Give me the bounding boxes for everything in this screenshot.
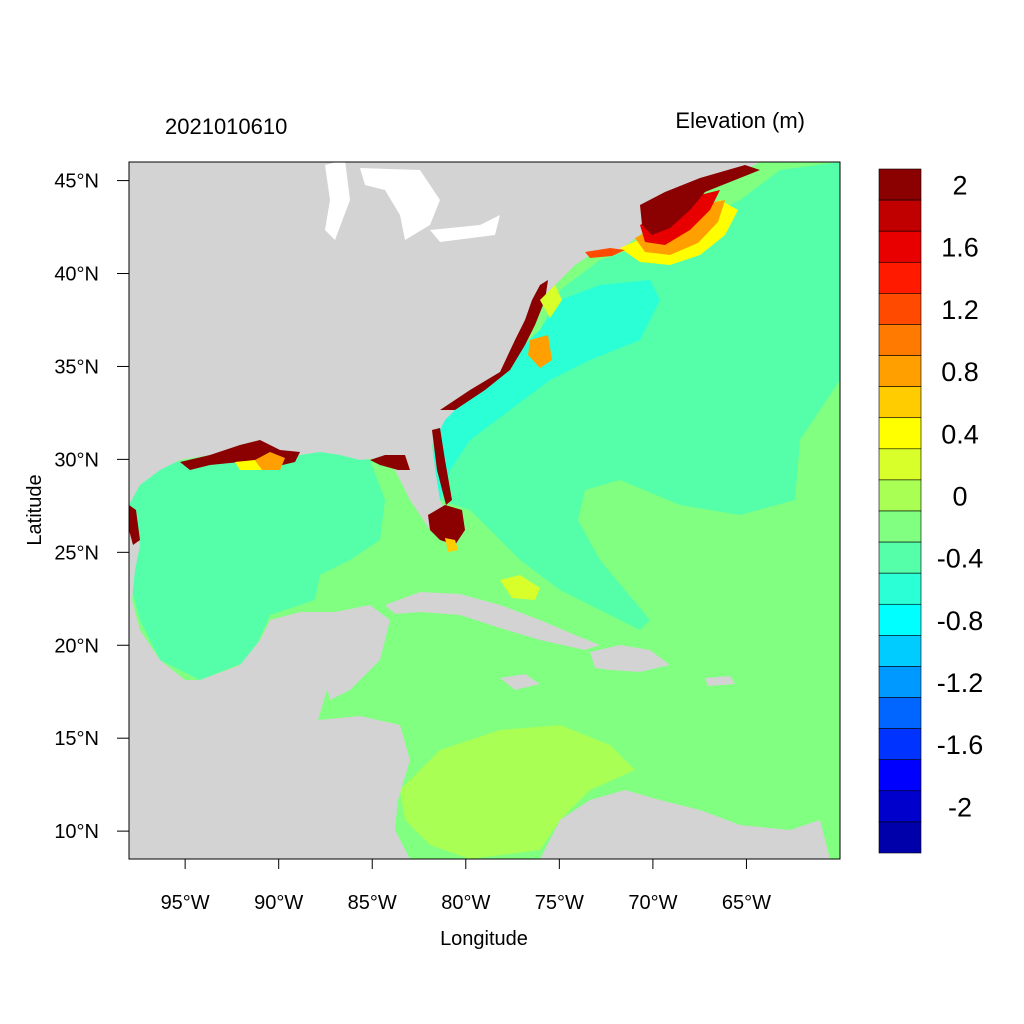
field-title: Elevation (m) <box>675 108 805 133</box>
colorbar-swatch <box>878 355 922 387</box>
y-tick-label: 35°N <box>54 356 99 378</box>
ocean-zone-negative-atlantic <box>420 162 840 630</box>
x-tick-label: 75°W <box>535 892 584 914</box>
land-cuba <box>385 592 600 650</box>
x-tick-label: 95°W <box>161 892 210 914</box>
y-tick-label: 40°N <box>54 264 99 286</box>
colorbar-label: 2 <box>952 171 967 201</box>
plot-frame <box>128 161 841 860</box>
colorbar-swatch <box>878 697 922 729</box>
land-puerto-rico <box>705 676 735 686</box>
surge-louisiana-yellow <box>235 460 262 470</box>
colorbar-swatch <box>878 199 922 232</box>
colorbar-swatch <box>878 541 922 574</box>
surge-delmarva-yellow <box>540 285 562 318</box>
land-mexico-central-america <box>129 505 410 859</box>
colorbar-swatch <box>878 666 922 698</box>
y-tick-label: 30°N <box>54 449 99 471</box>
colorbar-swatch <box>878 479 922 512</box>
colorbar-swatch <box>878 386 922 419</box>
land-hispaniola <box>590 645 670 672</box>
timestamp-title: 2021010610 <box>165 114 287 139</box>
y-tick-label: 10°N <box>54 821 99 843</box>
colorbar-swatch <box>878 790 922 823</box>
colorbar: 2 1.6 1.2 0.8 0.4 0 -0.4 -0.8 -1.2 -1.6 -2 <box>878 168 984 854</box>
surge-florida-yellow <box>445 538 458 552</box>
colorbar-label: -2 <box>948 792 972 822</box>
colorbar-swatch <box>878 635 922 667</box>
colorbar-swatch <box>878 510 922 543</box>
y-tick-label: 25°N <box>54 542 99 564</box>
surge-carolinas <box>440 280 548 410</box>
x-tick-label: 85°W <box>348 892 397 914</box>
y-axis: 45°N 40°N 35°N 30°N 25°N 20°N 15°N 10°N <box>54 171 129 843</box>
colorbar-swatch <box>878 324 922 356</box>
y-tick-label: 45°N <box>54 171 99 193</box>
colorbar-label: 0.4 <box>941 419 979 449</box>
colorbar-swatch <box>878 603 922 636</box>
colorbar-swatch <box>878 759 922 792</box>
surge-big-bend <box>370 455 410 470</box>
x-axis: 95°W 90°W 85°W 80°W 75°W 70°W 65°W <box>161 859 771 914</box>
colorbar-label: -0.4 <box>937 544 984 574</box>
x-tick-label: 90°W <box>254 892 303 914</box>
colorbar-label: 0.8 <box>941 357 979 387</box>
colorbar-label: 0 <box>952 481 967 511</box>
surge-louisiana-orange <box>255 452 285 470</box>
y-tick-label: 15°N <box>54 728 99 750</box>
x-tick-label: 65°W <box>722 892 771 914</box>
land-north-america <box>129 162 760 545</box>
ocean-zone-bahamas-positive <box>500 575 540 600</box>
ocean-zone-negative-gulf <box>129 448 385 680</box>
surge-chesapeake-orange <box>528 335 552 368</box>
colorbar-label: -0.8 <box>937 606 984 636</box>
colorbar-label: -1.6 <box>937 730 984 760</box>
ocean-zone-coastal-shelf <box>430 280 660 500</box>
colorbar-label: 1.2 <box>941 295 979 325</box>
colorbar-swatch <box>878 293 922 325</box>
surge-new-england-darkred <box>640 165 760 235</box>
great-lakes <box>325 162 500 242</box>
ocean-zone-caribbean-positive <box>400 725 635 859</box>
y-axis-title: Latitude <box>24 474 46 545</box>
y-tick-label: 20°N <box>54 635 99 657</box>
map-panel <box>129 162 840 859</box>
surge-south-florida <box>428 505 465 545</box>
colorbar-swatch <box>878 572 922 605</box>
colorbar-swatch <box>878 417 922 450</box>
x-axis-title: Longitude <box>440 928 528 950</box>
land-jamaica <box>500 674 540 690</box>
colorbar-swatch <box>878 230 922 263</box>
x-tick-label: 80°W <box>441 892 490 914</box>
x-tick-label: 70°W <box>628 892 677 914</box>
surge-texas-coast <box>129 505 140 545</box>
land-south-america <box>540 790 830 859</box>
colorbar-swatch <box>878 261 922 294</box>
colorbar-swatch <box>878 728 922 761</box>
land-yucatan <box>322 605 390 700</box>
surge-long-island <box>585 248 625 258</box>
colorbar-swatch <box>878 821 922 854</box>
colorbar-swatch <box>878 168 922 201</box>
colorbar-label: -1.2 <box>937 668 984 698</box>
surge-florida-east-coast <box>432 428 452 505</box>
colorbar-label: 1.6 <box>941 233 979 263</box>
colorbar-swatch <box>878 448 922 481</box>
